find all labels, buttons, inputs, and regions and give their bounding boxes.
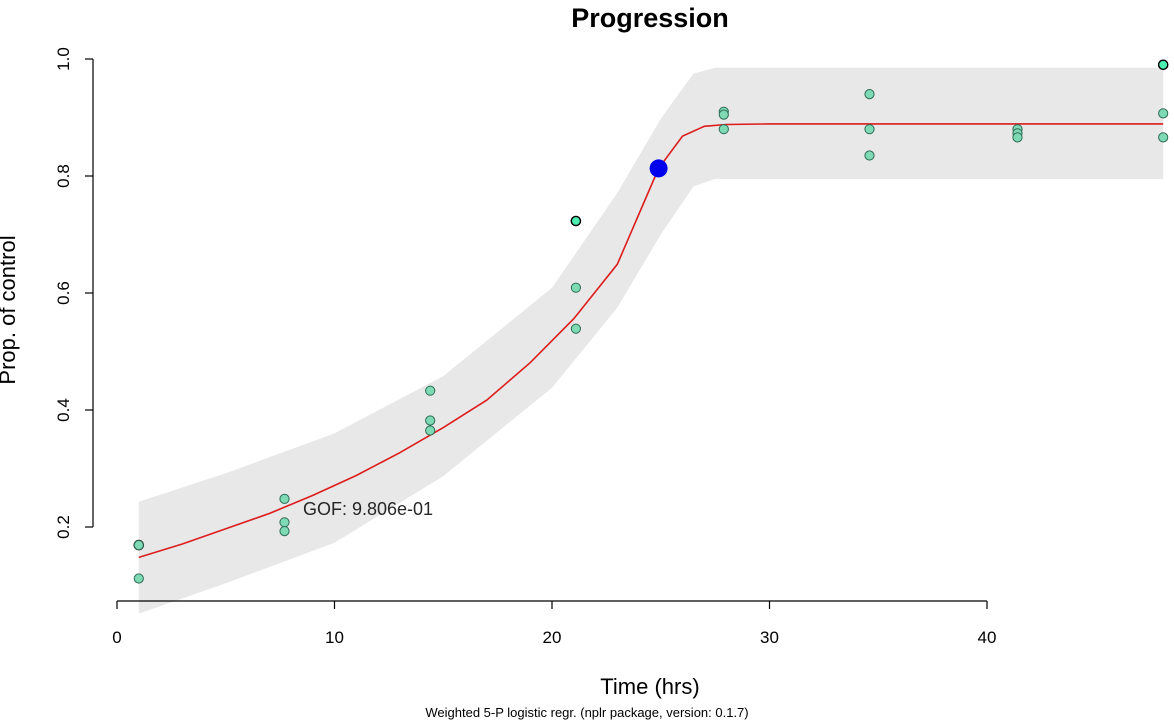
confidence-band-layer bbox=[138, 67, 1164, 614]
highlight-layer bbox=[649, 159, 668, 178]
data-point bbox=[425, 385, 436, 396]
y-tick-label: 0.8 bbox=[54, 164, 73, 188]
y-axis: 0.2 0.4 0.6 0.8 1.0 bbox=[54, 47, 94, 539]
x-tick-label: 20 bbox=[543, 628, 562, 647]
y-tick-label: 0.2 bbox=[54, 515, 73, 539]
x-tick-label: 10 bbox=[325, 628, 344, 647]
method-subtitle: Weighted 5-P logistic regr. (nplr packag… bbox=[425, 705, 748, 720]
fit-curve-layer bbox=[138, 123, 1164, 559]
data-point bbox=[570, 323, 582, 334]
data-point bbox=[864, 150, 875, 161]
data-point bbox=[864, 124, 875, 135]
data-point-outlier bbox=[1157, 59, 1169, 71]
data-point bbox=[279, 526, 290, 537]
data-point bbox=[133, 540, 144, 551]
y-tick-label: 0.6 bbox=[54, 281, 73, 305]
data-point bbox=[279, 493, 290, 504]
y-tick-label: 1.0 bbox=[54, 47, 73, 71]
fit-curve-line bbox=[138, 123, 1164, 559]
chart-title: Progression bbox=[571, 3, 729, 33]
data-point bbox=[1012, 132, 1023, 143]
data-point bbox=[1158, 108, 1169, 119]
x-tick-label: 0 bbox=[112, 628, 121, 647]
gof-annotation: GOF: 9.806e-01 bbox=[303, 499, 433, 519]
x-tick-label: 40 bbox=[978, 628, 997, 647]
x-tick-label: 30 bbox=[760, 628, 779, 647]
highlight-point bbox=[649, 159, 668, 178]
y-axis-label: Prop. of control bbox=[0, 235, 20, 384]
x-axis: 0 10 20 30 40 bbox=[112, 600, 997, 647]
data-point bbox=[279, 517, 290, 528]
data-point bbox=[570, 282, 582, 293]
confidence-band bbox=[138, 67, 1164, 614]
data-point bbox=[718, 109, 729, 120]
data-point bbox=[133, 573, 144, 584]
data-point bbox=[1158, 132, 1169, 143]
data-point bbox=[425, 425, 436, 436]
x-axis-label: Time (hrs) bbox=[600, 674, 699, 699]
data-point-outlier bbox=[570, 215, 582, 227]
data-point bbox=[718, 124, 729, 135]
data-point bbox=[864, 89, 875, 100]
data-points-layer bbox=[133, 59, 1169, 584]
y-tick-label: 0.4 bbox=[54, 398, 73, 422]
data-point bbox=[425, 415, 436, 426]
